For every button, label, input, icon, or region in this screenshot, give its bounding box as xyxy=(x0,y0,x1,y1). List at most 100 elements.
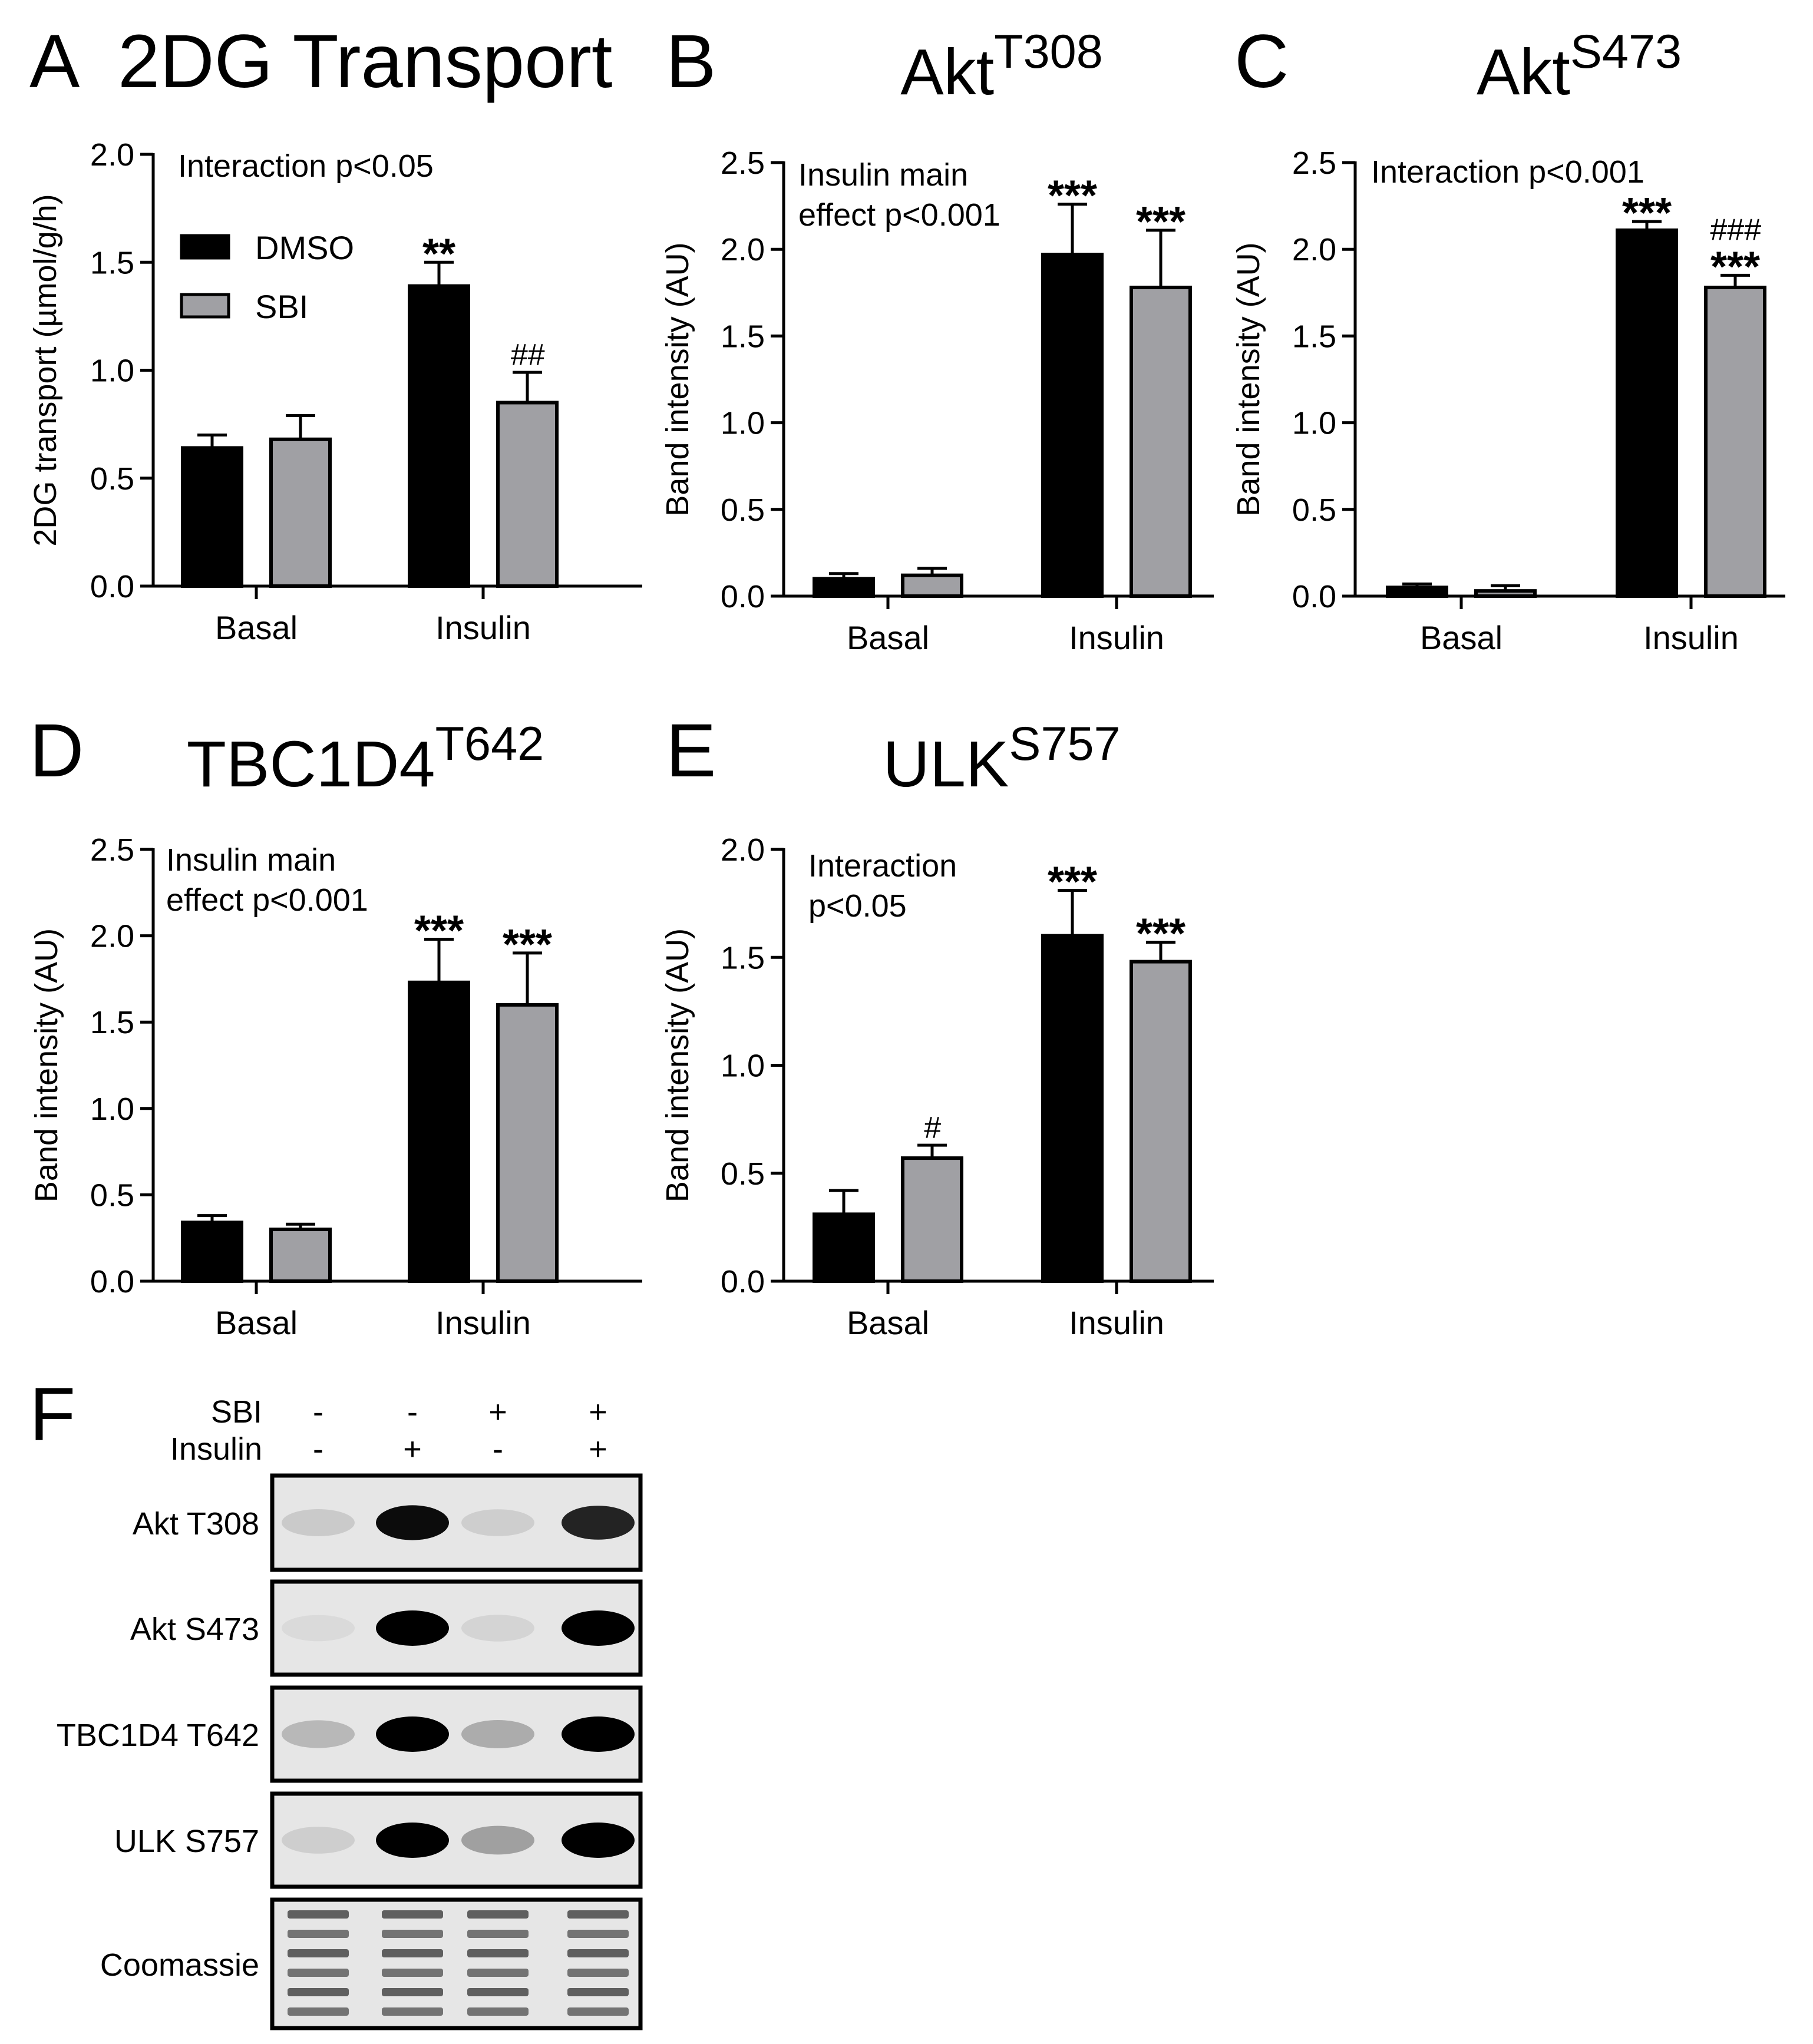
title-main: Akt xyxy=(900,36,994,108)
blot-band xyxy=(461,1825,534,1855)
coomassie-band xyxy=(382,2007,443,2016)
significance-stars: ** xyxy=(422,230,455,277)
panel-letter: C xyxy=(1234,19,1289,104)
panel-c: C AktS473 0.0 0.5 1.0 1.5 2.0 2.5 Band intensity… xyxy=(1231,19,1785,656)
x-tick-label: Insulin xyxy=(435,609,531,646)
x-tick-label: Basal xyxy=(215,1304,298,1341)
blot-band xyxy=(461,1509,534,1536)
condition-sign: + xyxy=(589,1394,607,1430)
blot-band xyxy=(282,1615,355,1642)
y-tick-label: 0.0 xyxy=(721,1264,765,1299)
title-superscript: T308 xyxy=(994,25,1103,78)
bar xyxy=(1616,228,1678,598)
significance-hash: # xyxy=(924,1111,942,1145)
significance-hash: ## xyxy=(510,338,545,372)
chart-title: 2DG Transport xyxy=(118,19,612,104)
title-main: Akt xyxy=(1477,36,1570,108)
coomassie-band xyxy=(288,1910,349,1919)
blot-row: Coomassie xyxy=(100,1897,643,2030)
y-tick-label: 2.0 xyxy=(721,832,765,868)
y-tick-label: 0.0 xyxy=(721,579,765,614)
y-tick-label: 1.0 xyxy=(1292,406,1336,441)
bar xyxy=(813,577,875,598)
bar xyxy=(269,437,332,588)
significance-stars: *** xyxy=(1048,173,1097,220)
y-tick-label: 0.5 xyxy=(721,1156,765,1192)
y-tick-label: 0.5 xyxy=(1292,492,1336,528)
stat-annotation: Interaction xyxy=(808,848,957,884)
y-axis-label: Band intensity (AU) xyxy=(660,928,695,1202)
blot-band xyxy=(562,1823,635,1858)
y-tick-label: 2.5 xyxy=(1292,145,1336,181)
significance-stars: *** xyxy=(414,907,464,954)
blot-band xyxy=(376,1823,449,1858)
x-tick-label: Basal xyxy=(1420,619,1502,656)
significance-stars: *** xyxy=(1622,190,1672,237)
blot-label: ULK S757 xyxy=(114,1824,259,1859)
bar xyxy=(813,1212,875,1284)
blot-band xyxy=(461,1615,534,1642)
coomassie-band xyxy=(288,1988,349,1996)
bar xyxy=(1704,285,1766,598)
blot-band xyxy=(562,1506,635,1540)
chart-title: AktT308 xyxy=(900,25,1103,108)
y-tick-label: 2.0 xyxy=(721,232,765,267)
y-tick-label: 1.0 xyxy=(90,353,134,389)
panel-letter: A xyxy=(29,19,80,104)
bar xyxy=(408,284,470,588)
y-tick-label: 2.0 xyxy=(1292,232,1336,267)
legend-swatch xyxy=(180,234,230,260)
condition-sign: - xyxy=(493,1431,503,1467)
significance-stars: *** xyxy=(1136,911,1185,958)
x-tick-label: Basal xyxy=(847,1304,929,1341)
legend-label: DMSO xyxy=(255,229,354,266)
stat-annotation: effect p<0.001 xyxy=(798,197,1000,233)
coomassie-band xyxy=(467,1969,529,1977)
y-tick-label: 1.0 xyxy=(721,1049,765,1084)
title-main: TBC1D4 xyxy=(187,728,435,801)
panel-b: B AktT308 0.0 0.5 1.0 1.5 2.0 2.5 Band intensity… xyxy=(660,19,1214,656)
legend-swatch xyxy=(180,293,230,319)
significance-stars: *** xyxy=(1136,199,1185,246)
blot-band xyxy=(461,1720,534,1748)
bar xyxy=(1130,285,1192,598)
y-tick-label: 0.5 xyxy=(721,492,765,528)
condition-sign: + xyxy=(403,1431,422,1467)
coomassie-band xyxy=(567,2007,629,2016)
y-tick-label: 0.0 xyxy=(90,569,134,604)
blot-band xyxy=(376,1505,449,1540)
coomassie-band xyxy=(288,1969,349,1977)
stat-annotation: Insulin main xyxy=(166,842,336,878)
panel-letter: E xyxy=(666,709,716,793)
title-superscript: T642 xyxy=(435,717,544,770)
coomassie-band xyxy=(467,1910,529,1919)
coomassie-band xyxy=(567,1969,629,1977)
coomassie-band xyxy=(382,1988,443,1996)
blot-band xyxy=(562,1610,635,1646)
legend-label: SBI xyxy=(255,288,308,325)
condition-label: SBI xyxy=(211,1394,262,1430)
y-tick-label: 1.0 xyxy=(90,1092,134,1127)
coomassie-band xyxy=(467,2007,529,2016)
coomassie-band xyxy=(567,1930,629,1938)
x-tick-label: Basal xyxy=(215,609,298,646)
bar xyxy=(1386,586,1448,598)
blot-row: Akt S473 xyxy=(130,1579,643,1677)
blot-band xyxy=(376,1716,449,1752)
y-tick-label: 1.5 xyxy=(1292,319,1336,354)
coomassie-band xyxy=(467,1949,529,1957)
panel-d: D TBC1D4T642 0.0 0.5 1.0 1.5 2.0 2.5 Band intens… xyxy=(29,709,642,1341)
title-main: ULK xyxy=(883,728,1009,801)
bar xyxy=(496,1003,559,1283)
coomassie-band xyxy=(382,1969,443,1977)
blot-band xyxy=(376,1610,449,1646)
y-tick-label: 2.5 xyxy=(721,145,765,181)
y-tick-label: 2.0 xyxy=(90,137,134,173)
blot-label: Akt T308 xyxy=(133,1506,259,1542)
title-superscript: S473 xyxy=(1570,25,1682,78)
y-tick-label: 1.5 xyxy=(90,245,134,280)
condition-sign: - xyxy=(407,1394,418,1430)
significance-hash: ### xyxy=(1710,213,1762,247)
panel-letter: F xyxy=(29,1372,75,1457)
